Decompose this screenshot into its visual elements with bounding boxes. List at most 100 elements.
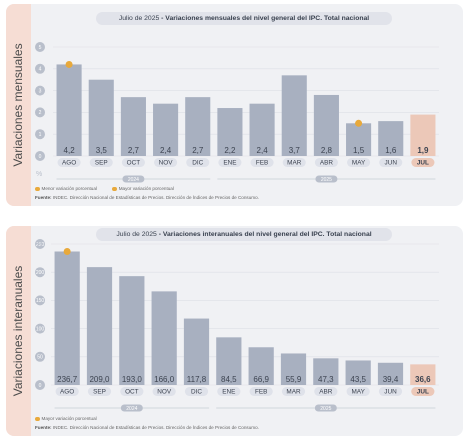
category-label: JUL xyxy=(417,160,429,167)
y-tick-label: 150 xyxy=(36,298,45,304)
category-pill xyxy=(121,158,145,167)
data-label: 2,7 xyxy=(128,146,140,155)
y-tick-label: 250 xyxy=(36,242,45,248)
source-label: Fuente: xyxy=(35,425,52,430)
bar xyxy=(377,362,404,385)
legend-max: Mayor variación porcentual xyxy=(35,416,97,421)
data-label: 1,5 xyxy=(353,146,365,155)
y-tick-label: 100 xyxy=(36,326,45,332)
category-pill xyxy=(184,387,209,396)
bar xyxy=(153,103,179,156)
source-note: Fuente: INDEC. Dirección Nacional de Est… xyxy=(35,425,259,430)
y-unit-label: % xyxy=(36,171,42,178)
legend: Mayor variación porcentual xyxy=(35,416,111,421)
data-label: 47,3 xyxy=(318,375,334,384)
y-tick-pill xyxy=(35,107,45,118)
source-text: INDEC. Dirección Nacional de Estadística… xyxy=(51,425,259,430)
category-pill xyxy=(154,158,178,167)
chart-title-date: Julio de 2025 xyxy=(116,231,157,238)
data-label: 193,0 xyxy=(122,375,143,384)
bar xyxy=(120,97,146,156)
bar xyxy=(313,94,339,156)
y-tick-pill xyxy=(35,63,45,74)
category-pill xyxy=(120,387,144,396)
category-label: NOV xyxy=(157,389,172,396)
category-label: JUN xyxy=(385,160,398,167)
category-pill xyxy=(217,387,241,396)
category-label: SEP xyxy=(95,160,108,167)
category-pill xyxy=(346,387,370,396)
y-tick-pill xyxy=(35,380,45,390)
chart-title-text: - Variaciones interanuales del nivel gen… xyxy=(156,231,372,238)
category-pill xyxy=(314,158,338,167)
chart-title: Julio de 2025 - Variaciones interanuales… xyxy=(96,228,392,241)
category-pill xyxy=(152,387,176,396)
marker-dot-icon xyxy=(35,416,40,421)
source-label: Fuente: xyxy=(35,195,52,200)
category-label: SEP xyxy=(93,389,106,396)
legend-max-text: Mayor variación porcentual xyxy=(41,416,97,421)
category-label: ENE xyxy=(222,389,235,396)
side-label-band: Variaciones mensuales xyxy=(6,4,31,206)
category-label: DIC xyxy=(192,160,203,167)
bar xyxy=(313,358,339,385)
category-label: MAY xyxy=(351,389,365,396)
y-tick-pill xyxy=(35,85,45,96)
data-label: 84,5 xyxy=(221,375,237,384)
bar xyxy=(217,108,243,156)
legend-min-text: Menor variación porcentual xyxy=(41,186,97,191)
bar xyxy=(378,121,404,156)
data-label: 2,8 xyxy=(321,146,333,155)
bar xyxy=(280,353,307,385)
category-pill xyxy=(186,158,210,167)
y-tick-pill xyxy=(35,129,45,140)
data-label: 1,6 xyxy=(385,146,397,155)
chart-title-date: Julio de 2025 xyxy=(118,15,160,22)
data-label: 117,8 xyxy=(187,375,207,384)
y-tick-pill xyxy=(35,151,45,161)
category-pill xyxy=(87,387,112,396)
data-label: 3,5 xyxy=(96,146,108,155)
data-label: 36,6 xyxy=(415,375,431,384)
data-label: 2,4 xyxy=(160,146,172,155)
category-pill xyxy=(282,158,306,167)
y-tick-label: 3 xyxy=(39,88,42,94)
bar xyxy=(249,103,275,156)
y-unit-label: % xyxy=(36,241,42,248)
chart-title: Julio de 2025 - Variaciones mensuales de… xyxy=(96,12,392,25)
category-label: ENE xyxy=(223,160,236,167)
yearly-bar-chart: 0 50 100 150 200 250% 236,7 209,0 193,0 166,0 117,… xyxy=(35,239,439,412)
legend-max: Mayor variación porcentual xyxy=(112,186,174,191)
category-pill xyxy=(218,158,242,167)
data-label: 43,5 xyxy=(350,375,366,384)
bar xyxy=(248,347,274,385)
source-note: Fuente: INDEC. Dirección Nacional de Est… xyxy=(35,195,259,200)
extreme-marker xyxy=(63,248,71,256)
legend-min: Menor variación porcentual xyxy=(35,186,97,191)
marker-dot-icon xyxy=(35,186,40,191)
y-tick-label: 5 xyxy=(39,45,42,51)
y-tick-pill xyxy=(35,42,45,52)
data-label: 4,2 xyxy=(64,146,76,155)
bar xyxy=(346,123,372,156)
category-pill xyxy=(281,387,306,396)
data-label: 66,9 xyxy=(253,375,269,384)
data-label: 2,2 xyxy=(224,146,236,155)
extreme-marker xyxy=(355,119,363,127)
extreme-marker xyxy=(65,60,73,68)
bar xyxy=(410,364,436,385)
category-label: MAR xyxy=(287,160,302,167)
data-label: 236,7 xyxy=(57,375,78,384)
year-pill xyxy=(315,175,338,183)
y-tick-pill xyxy=(35,239,45,249)
marker-dot-icon xyxy=(112,186,117,191)
category-label: JUL xyxy=(417,389,429,396)
data-label: 2,7 xyxy=(192,146,204,155)
bar xyxy=(56,64,82,156)
category-label: OCT xyxy=(127,160,141,167)
monthly-chart-card: Variaciones mensuales Julio de 2025 - Va… xyxy=(6,4,463,206)
y-tick-label: 200 xyxy=(36,270,45,276)
data-label: 55,9 xyxy=(286,375,302,384)
category-label: MAR xyxy=(286,389,301,396)
category-label: JUN xyxy=(384,389,397,396)
